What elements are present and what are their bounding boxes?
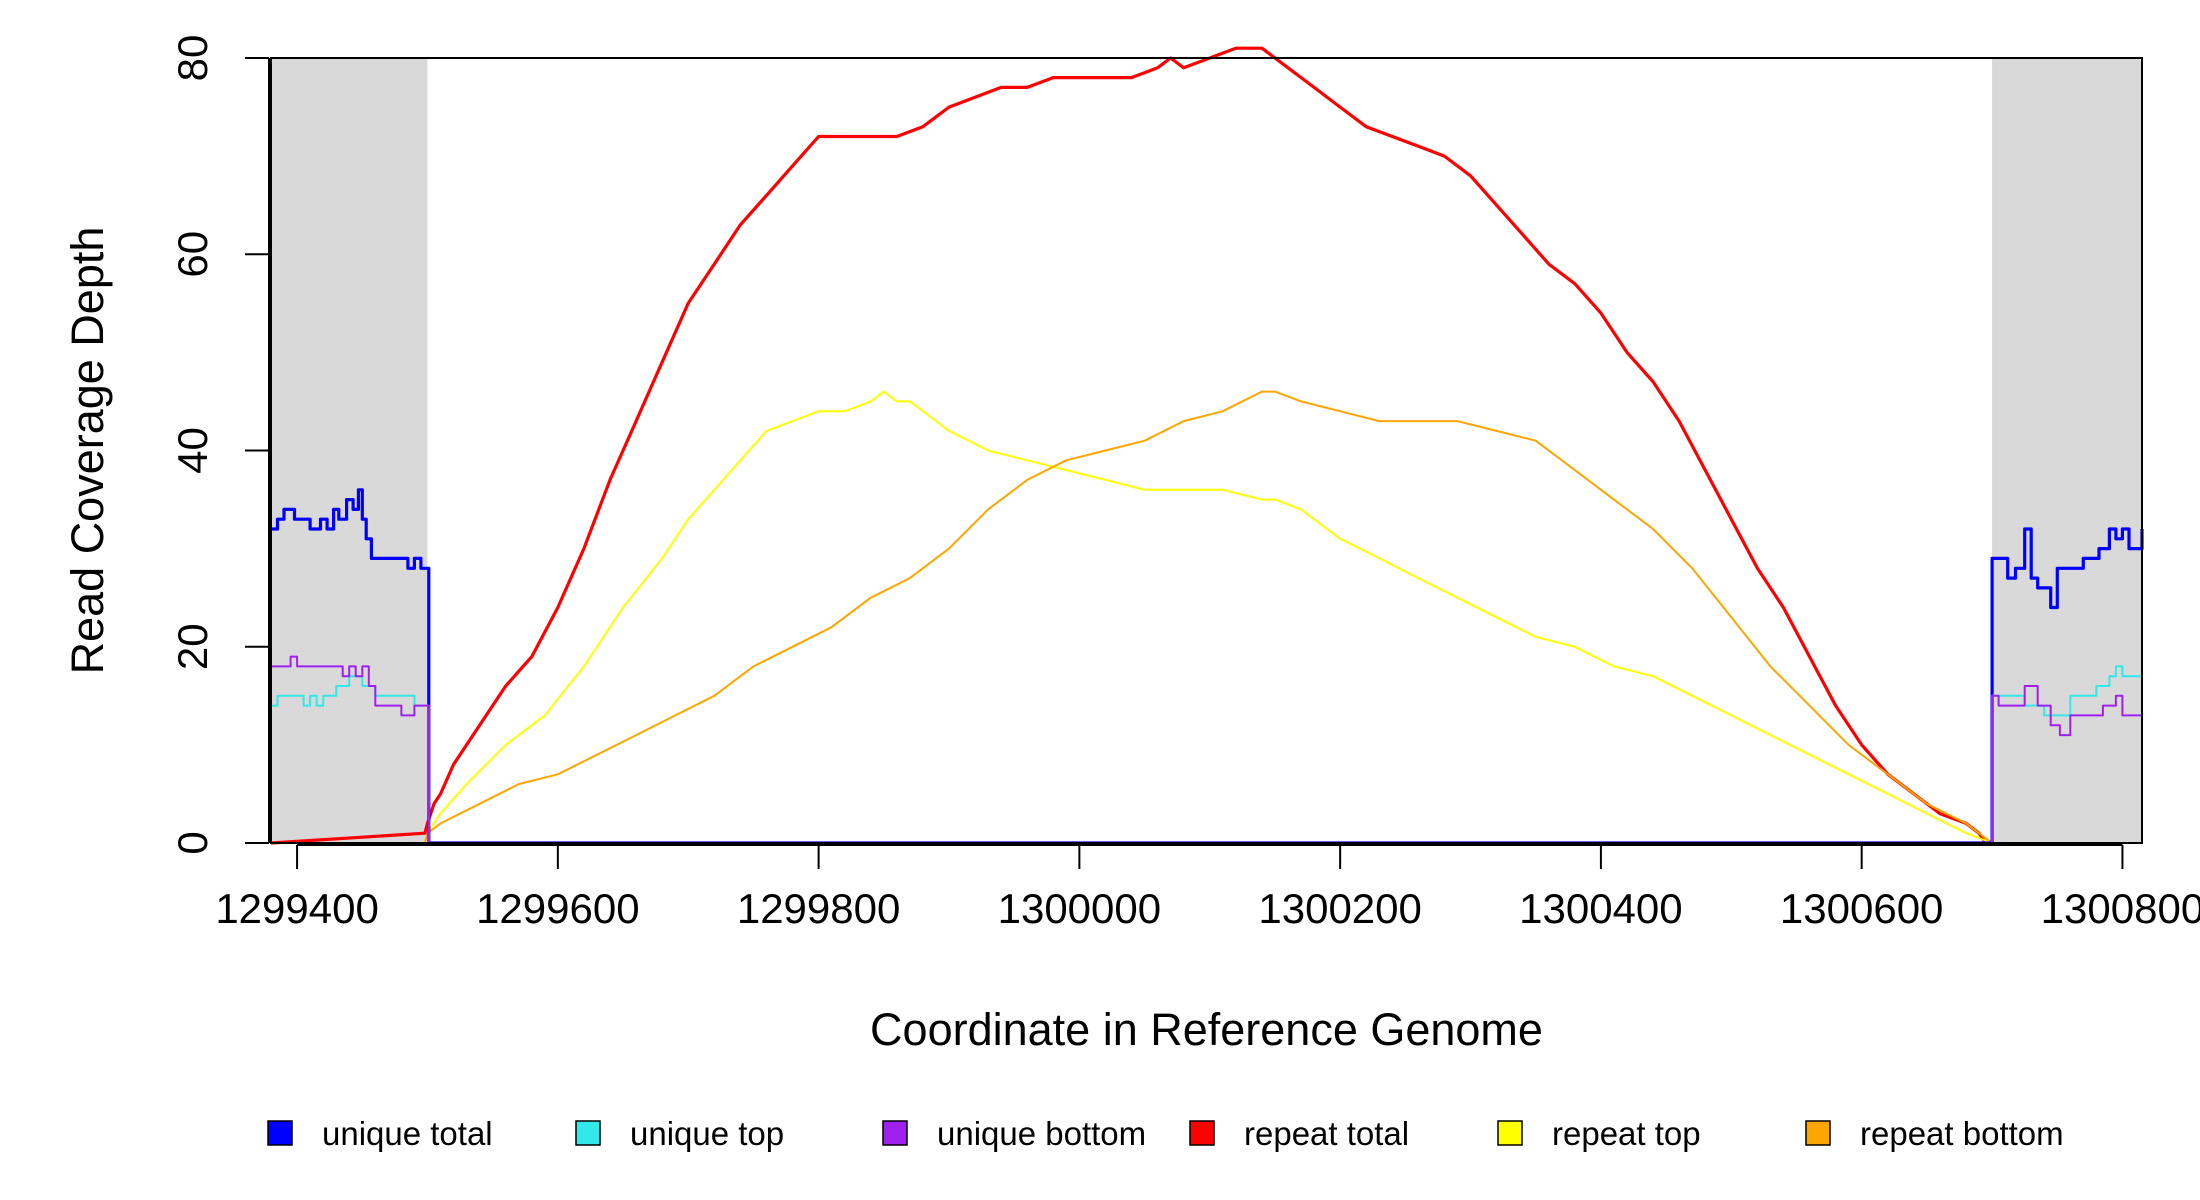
legend-swatch [575,1120,601,1146]
y-tick-label: 0 [169,831,216,854]
series-line-repeat-total [270,46,1993,845]
x-axis-title: Coordinate in Reference Genome [870,1004,1543,1055]
y-tick-label: 60 [169,231,216,278]
series-line-repeat-top [271,390,1993,844]
legend-swatch [1189,1120,1215,1146]
legend-item-unique-bottom: unique bottom [882,1115,1146,1152]
y-tick-label: 80 [169,35,216,82]
x-tick-label: 1299600 [476,885,640,932]
series-line-unique-total [271,488,2144,845]
legend-item-repeat-top: repeat top [1497,1115,1701,1152]
legend-item-repeat-bottom: repeat bottom [1805,1115,2064,1152]
shaded-region-0 [271,58,428,843]
series-line-unique-bottom [271,655,2143,844]
legend-item-repeat-total: repeat total [1189,1115,1409,1152]
y-axis: 0 20 40 60 80 [169,35,270,855]
y-axis-title: Read Coverage Depth [62,227,113,675]
legend-swatch [267,1120,293,1146]
x-tick-label: 1299800 [737,885,901,932]
x-axis: 1299400 1299600 1299800 1300000 1300200 13004… [215,844,2200,932]
shaded-region-1 [1992,58,2142,843]
legend-swatch [882,1120,908,1146]
legend-label: repeat bottom [1860,1115,2064,1152]
shaded-regions [271,58,2142,843]
series-layer [270,46,2144,845]
y-tick-label: 20 [169,623,216,670]
legend-label: unique total [322,1115,493,1152]
y-tick-label: 40 [169,427,216,474]
x-tick-label: 1300200 [1258,885,1422,932]
legend-label: repeat top [1552,1115,1701,1152]
legend-swatch [1497,1120,1523,1146]
series-line-unique-top [271,665,2143,844]
legend-label: unique top [630,1115,784,1152]
x-tick-label: 1299400 [215,885,379,932]
x-tick-label: 1300600 [1780,885,1944,932]
series-line-repeat-bottom [271,390,1993,844]
legend: unique total unique top unique bottom repea… [267,1115,2064,1152]
x-tick-label: 1300000 [998,885,1162,932]
plot-frame [270,57,2143,844]
legend-item-unique-top: unique top [575,1115,784,1152]
legend-item-unique-total: unique total [267,1115,493,1152]
x-tick-label: 1300400 [1519,885,1683,932]
x-tick-label: 1300800 [2041,885,2200,932]
legend-label: repeat total [1244,1115,1409,1152]
legend-label: unique bottom [937,1115,1146,1152]
legend-swatch [1805,1120,1831,1146]
